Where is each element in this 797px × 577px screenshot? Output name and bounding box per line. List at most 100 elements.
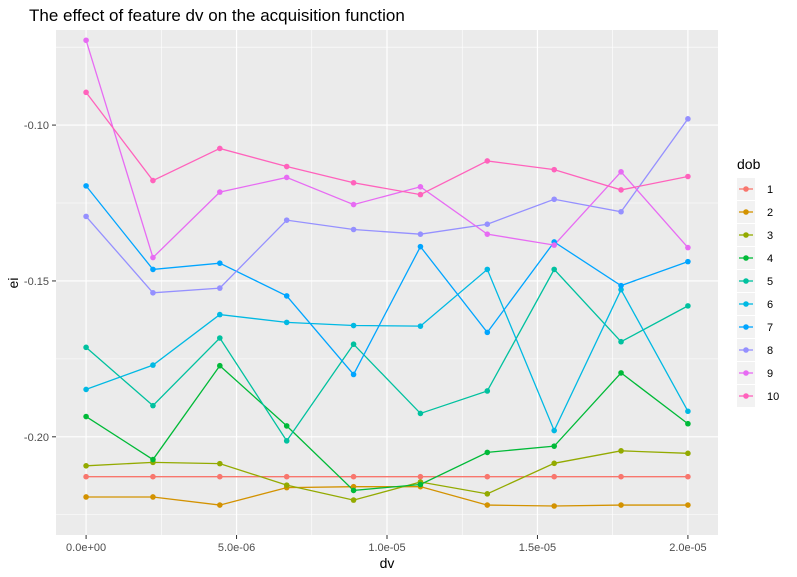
data-point-9 <box>83 37 89 44</box>
legend-item-4: 4 <box>737 247 773 269</box>
data-point-7 <box>150 266 156 273</box>
data-point-2 <box>150 494 156 500</box>
data-point-9 <box>551 242 557 248</box>
legend-label: 5 <box>767 276 773 288</box>
series-line-7 <box>85 185 689 376</box>
series-line-2 <box>86 486 688 507</box>
data-point-10 <box>551 166 557 173</box>
data-point-4 <box>217 362 223 369</box>
legend-label: 7 <box>767 322 773 334</box>
data-point-9 <box>283 174 290 181</box>
series-line-8 <box>85 118 689 294</box>
series-line-9 <box>85 40 689 259</box>
data-point-5 <box>618 338 624 345</box>
data-point-6 <box>217 311 223 318</box>
data-point-1 <box>350 473 357 480</box>
data-point-6 <box>350 322 357 329</box>
data-point-3 <box>618 448 624 454</box>
data-point-4 <box>685 420 691 427</box>
series-line-4 <box>85 364 689 492</box>
legend-key-point <box>743 209 749 215</box>
legend-key-point <box>743 370 749 376</box>
data-point-6 <box>150 362 156 368</box>
data-point-6 <box>83 386 89 393</box>
x-tick-label: 1.0e-05 <box>368 542 405 554</box>
x-tick-label: 0.0e+00 <box>66 542 106 554</box>
legend-key-point <box>743 278 749 284</box>
data-point-10 <box>283 163 290 170</box>
data-point-6 <box>551 427 557 434</box>
data-point-9 <box>685 244 691 251</box>
data-point-8 <box>150 289 156 296</box>
data-point-1 <box>217 473 223 480</box>
legend: dob 1 2 3 4 5 6 7 8 9 10 <box>737 156 779 407</box>
y-tick-label: -0.20 <box>24 432 49 444</box>
data-point-3 <box>551 460 557 467</box>
legend-label: 10 <box>767 391 779 403</box>
data-point-2 <box>83 494 89 500</box>
legend-key-point <box>743 393 749 399</box>
data-point-5 <box>217 335 223 341</box>
legend-key-point <box>743 347 749 353</box>
x-axis-title: dv <box>380 555 395 571</box>
legend-item-6: 6 <box>737 293 773 315</box>
data-point-10 <box>417 191 424 198</box>
data-point-10 <box>350 179 357 186</box>
legend-key-point <box>743 301 749 307</box>
data-point-5 <box>551 266 557 273</box>
data-point-4 <box>484 449 491 456</box>
data-point-3 <box>484 491 491 497</box>
data-point-8 <box>217 285 223 291</box>
data-point-1 <box>685 473 691 480</box>
data-point-9 <box>417 183 424 190</box>
legend-item-10: 10 <box>737 385 779 407</box>
x-axis-ticks: 0.0e+00 5.0e-06 1.0e-05 1.5e-05 2.0e-05 <box>66 535 707 554</box>
data-point-4 <box>551 443 557 449</box>
data-point-9 <box>484 231 491 237</box>
data-point-5 <box>350 341 357 348</box>
data-point-6 <box>484 266 491 273</box>
legend-label: 4 <box>767 253 773 265</box>
grid-major <box>56 30 718 535</box>
legend-label: 9 <box>767 368 773 380</box>
data-point-8 <box>685 116 691 122</box>
data-point-5 <box>417 410 424 417</box>
data-point-4 <box>150 456 156 463</box>
data-point-3 <box>685 450 691 457</box>
legend-item-3: 3 <box>737 224 773 246</box>
legend-item-7: 7 <box>737 316 773 338</box>
data-point-6 <box>417 323 424 329</box>
x-tick-label: 5.0e-06 <box>218 542 255 554</box>
data-point-5 <box>83 344 89 351</box>
legend-item-8: 8 <box>737 339 773 361</box>
data-point-10 <box>150 177 156 184</box>
data-point-7 <box>217 260 223 266</box>
legend-label: 6 <box>767 299 773 311</box>
data-point-2 <box>551 503 557 509</box>
legend-item-2: 2 <box>737 201 773 223</box>
data-point-3 <box>217 460 223 467</box>
data-point-4 <box>417 481 424 488</box>
legend-label: 3 <box>767 230 773 242</box>
data-point-1 <box>283 473 290 480</box>
data-point-8 <box>417 231 424 237</box>
data-point-1 <box>83 473 89 480</box>
data-point-10 <box>618 187 624 193</box>
data-point-10 <box>83 89 89 96</box>
data-point-9 <box>350 201 357 208</box>
data-point-7 <box>685 258 691 265</box>
data-point-2 <box>618 502 624 508</box>
data-point-4 <box>83 413 89 420</box>
data-point-1 <box>150 473 156 480</box>
data-point-1 <box>551 473 557 480</box>
data-point-7 <box>283 293 290 299</box>
legend-label: 2 <box>767 207 773 219</box>
data-point-4 <box>618 370 624 376</box>
y-axis-ticks: -0.10 -0.15 -0.20 <box>24 120 56 444</box>
data-point-3 <box>283 482 290 488</box>
data-point-1 <box>417 473 424 480</box>
chart-title: The effect of feature dv on the acquisit… <box>29 6 405 25</box>
data-point-3 <box>350 497 357 503</box>
data-point-4 <box>283 423 290 429</box>
